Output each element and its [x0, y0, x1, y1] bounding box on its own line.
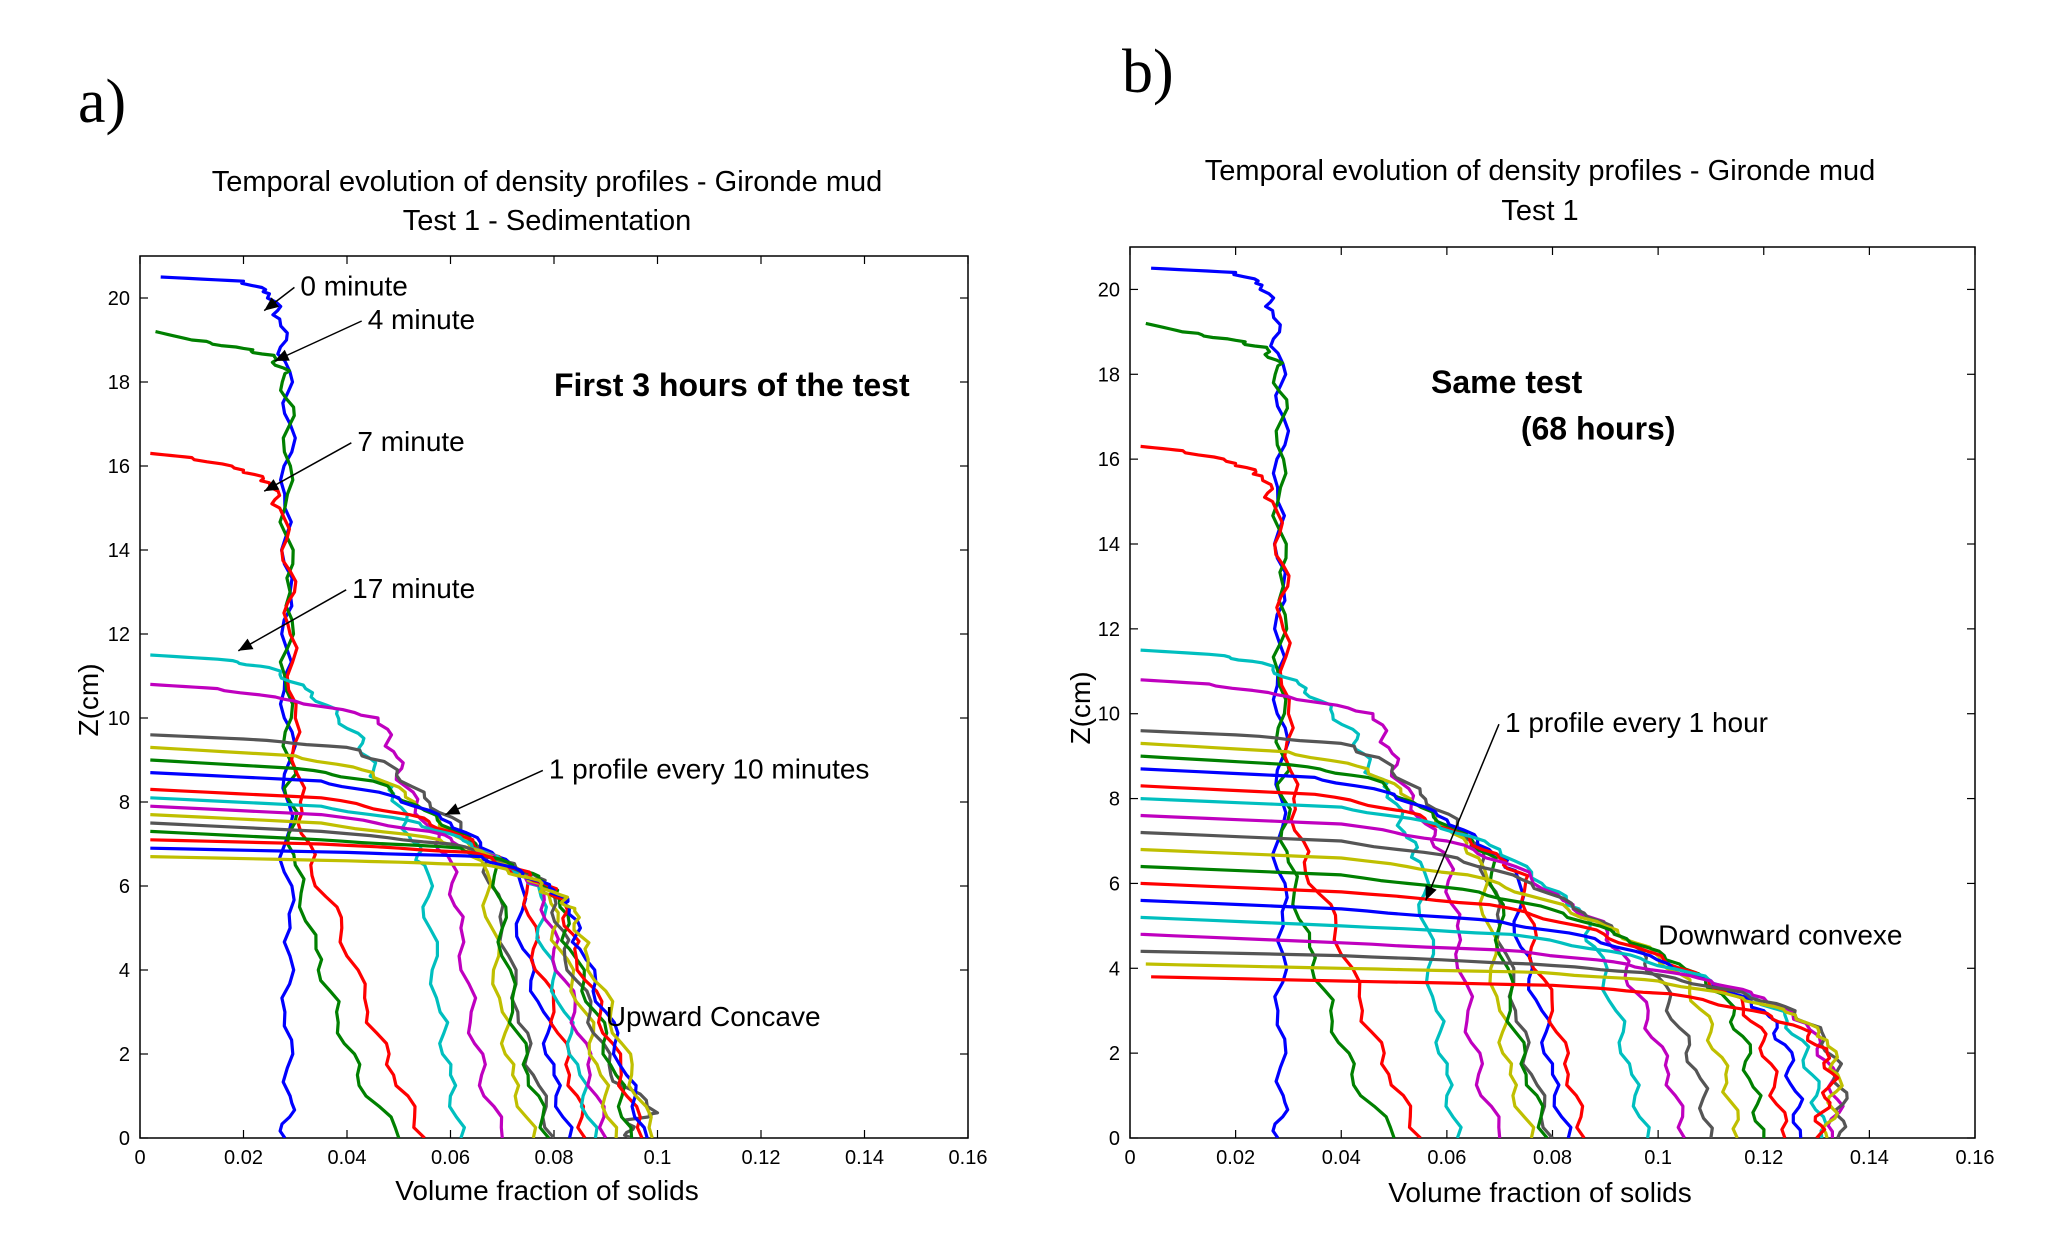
y-tick-label: 16: [1098, 449, 1120, 471]
y-tick-label: 8: [119, 792, 130, 814]
annotation-label: 0 minute: [300, 270, 407, 301]
x-tick-label: 0.06: [1427, 1147, 1466, 1169]
series-line-8: [1140, 754, 1549, 1138]
arrow-head-icon: [274, 349, 290, 361]
series-line-15: [150, 829, 634, 1138]
x-tick-label: 0.12: [742, 1147, 781, 1169]
x-tick-label: 0.02: [1216, 1147, 1255, 1169]
annotation-heading: First 3 hours of the test: [554, 367, 910, 403]
y-tick-label: 10: [1098, 704, 1120, 726]
y-tick-label: 14: [108, 540, 130, 562]
series-line-12: [1140, 813, 1686, 1138]
annotation-arrow-line: [263, 442, 352, 492]
panel-a-xlabel: Volume fraction of solids: [395, 1175, 699, 1206]
panel-a-title: Temporal evolution of density profiles -…: [212, 166, 883, 198]
annotation-label: Downward convexe: [1658, 919, 1902, 950]
x-tick-label: 0.08: [1533, 1147, 1572, 1169]
y-tick-label: 18: [1098, 364, 1120, 386]
series-line-2: [155, 330, 401, 1138]
x-tick-label: 0.1: [644, 1147, 672, 1169]
panel-a-label: a): [78, 68, 126, 136]
y-tick-label: 0: [1109, 1128, 1120, 1150]
x-tick-label: 0.06: [431, 1147, 470, 1169]
annotation-label: Upward Concave: [606, 1001, 821, 1032]
series-line-16: [150, 838, 644, 1138]
series-line-11: [1140, 797, 1651, 1138]
y-tick-label: 4: [119, 960, 130, 982]
arrow-head-icon: [1425, 885, 1437, 901]
series-line-3: [1140, 444, 1422, 1138]
arrow-head-icon: [264, 479, 280, 492]
panel-b-xlabel: Volume fraction of solids: [1388, 1177, 1692, 1208]
annotation-label: 17 minute: [352, 573, 475, 604]
y-tick-label: 10: [108, 708, 130, 730]
annotation-arrow-line: [274, 320, 363, 362]
panel-b-title: Temporal evolution of density profiles -…: [1205, 155, 1876, 187]
series-line-4: [150, 653, 466, 1138]
y-tick-label: 14: [1098, 534, 1120, 556]
panel-a-ylabel: Z(cm): [73, 663, 104, 736]
series-group: [1140, 266, 1849, 1138]
x-tick-label: 0.16: [949, 1147, 988, 1169]
y-tick-label: 6: [119, 876, 130, 898]
x-tick-label: 0.12: [1744, 1147, 1783, 1169]
y-tick-label: 2: [119, 1044, 130, 1066]
x-tick-label: 0.14: [1850, 1147, 1889, 1169]
annotation-arrow-line: [237, 589, 347, 652]
annotation-label: 1 profile every 1 hour: [1505, 707, 1768, 738]
x-tick-label: 0.02: [224, 1147, 263, 1169]
series-line-3: [150, 451, 426, 1138]
x-tick-label: 0.16: [1956, 1147, 1995, 1169]
x-tick-label: 0.1: [1644, 1147, 1672, 1169]
panel-b: b) Temporal evolution of density profile…: [1065, 38, 1994, 1208]
series-line-9: [1140, 767, 1573, 1138]
series-group: [150, 275, 660, 1138]
series-line-1: [1151, 266, 1291, 1138]
panel-a-subtitle: Test 1 - Sedimentation: [403, 205, 692, 237]
annotation-label: 4 minute: [368, 304, 475, 335]
x-tick-label: 0: [134, 1147, 145, 1169]
arrow-head-icon: [264, 297, 279, 311]
annotation-label: 7 minute: [357, 426, 464, 457]
annotation-arrow-line: [445, 769, 544, 816]
x-tick-label: 0.14: [845, 1147, 884, 1169]
x-tick-label: 0.04: [1322, 1147, 1361, 1169]
arrow-head-icon: [238, 638, 254, 651]
x-tick-label: 0.08: [535, 1147, 574, 1169]
panel-b-ylabel: Z(cm): [1065, 671, 1096, 744]
series-line-7: [150, 745, 538, 1138]
y-tick-label: 12: [1098, 619, 1120, 641]
y-tick-label: 8: [1109, 789, 1120, 811]
series-line-10: [1140, 784, 1586, 1138]
panel-a: a) Temporal evolution of density profile…: [73, 68, 987, 1206]
x-tick-label: 0: [1124, 1147, 1135, 1169]
y-tick-label: 20: [108, 288, 130, 310]
x-tick-label: 0.04: [328, 1147, 367, 1169]
series-line-7: [1140, 741, 1536, 1138]
annotation-heading: Same test: [1431, 364, 1583, 400]
series-line-6: [150, 733, 556, 1138]
annotation-heading: (68 hours): [1521, 410, 1676, 446]
series-line-22: [1151, 975, 1840, 1138]
y-tick-label: 4: [1109, 958, 1120, 980]
y-tick-label: 12: [108, 624, 130, 646]
y-tick-label: 20: [1098, 279, 1120, 301]
series-line-15: [1140, 864, 1766, 1138]
series-line-18: [150, 855, 654, 1138]
series-line-13: [1140, 830, 1714, 1138]
series-line-4: [1140, 648, 1463, 1138]
y-tick-label: 16: [108, 456, 130, 478]
y-tick-label: 6: [1109, 873, 1120, 895]
y-tick-label: 0: [119, 1128, 130, 1150]
y-tick-label: 18: [108, 372, 130, 394]
series-line-1: [160, 275, 297, 1138]
annotation-label: 1 profile every 10 minutes: [549, 753, 870, 784]
arrow-head-icon: [445, 803, 461, 815]
panel-b-label: b): [1122, 38, 1174, 106]
y-tick-label: 2: [1109, 1043, 1120, 1065]
series-line-21: [1145, 962, 1844, 1138]
panel-b-subtitle: Test 1: [1501, 195, 1578, 227]
annotation-arrow-line: [1425, 723, 1500, 901]
